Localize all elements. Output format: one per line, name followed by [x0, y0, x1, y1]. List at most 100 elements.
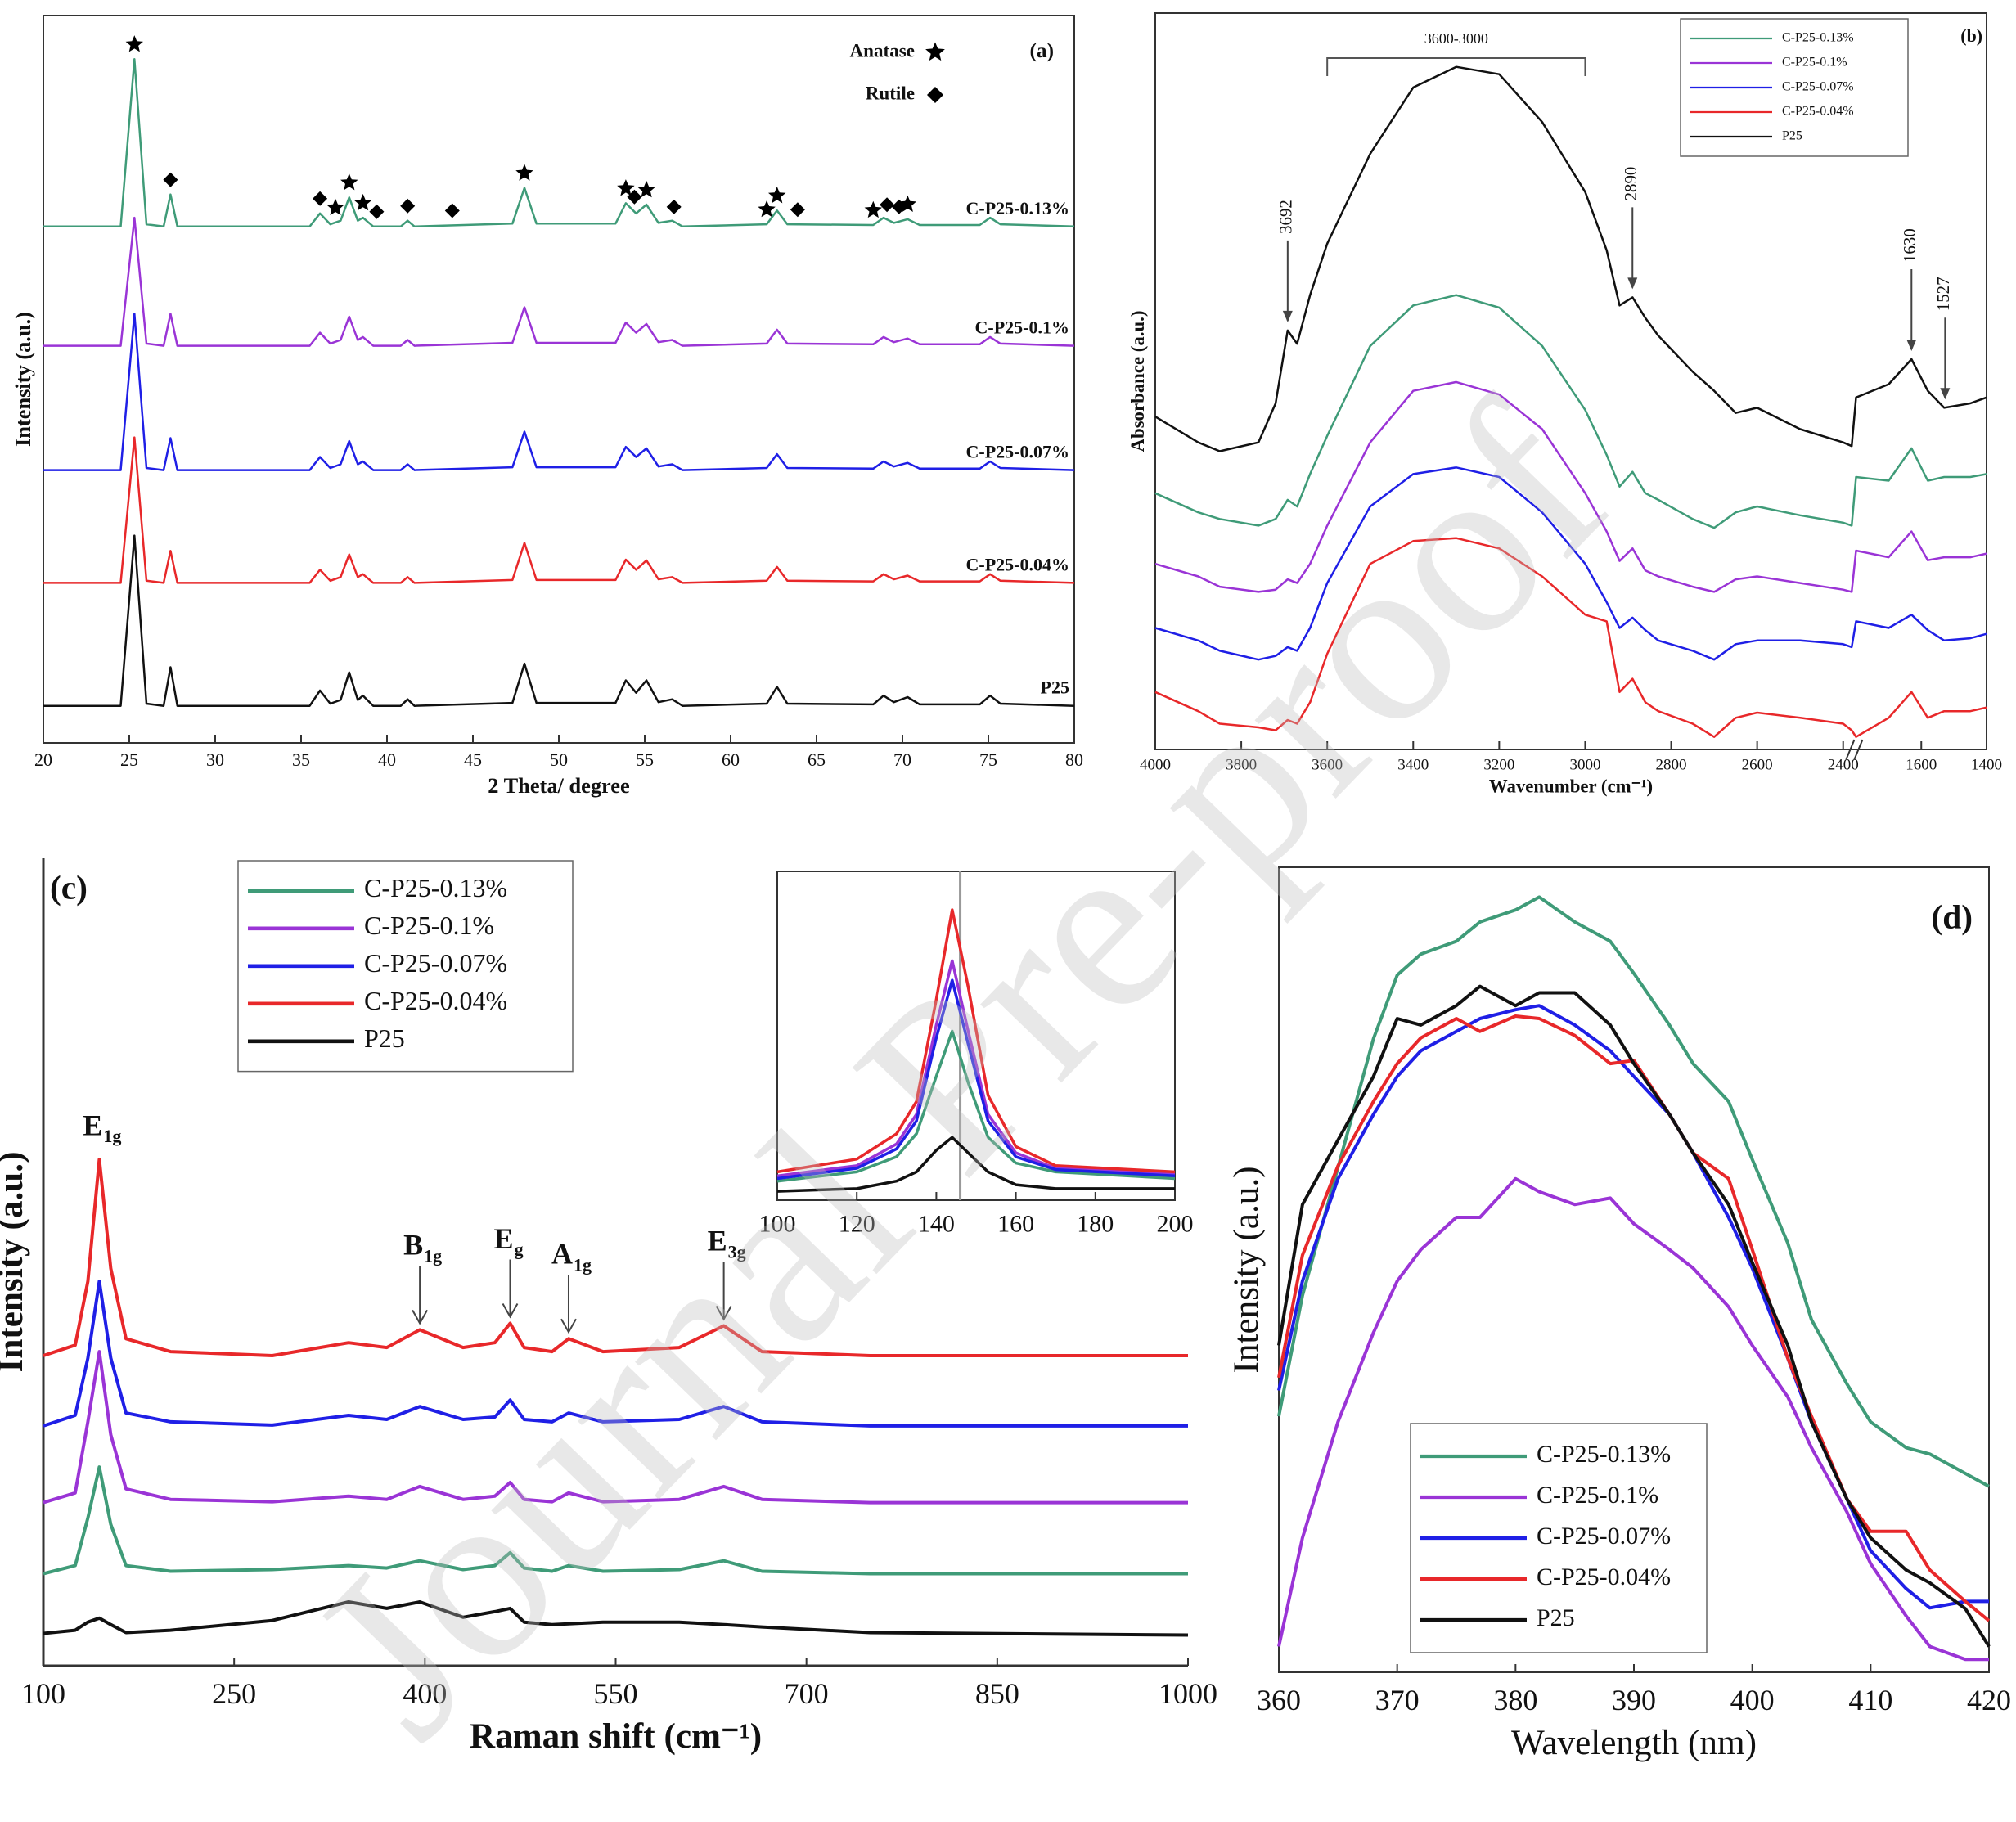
x-tick-label: 2800 [1656, 756, 1687, 773]
diamond-marker [444, 203, 460, 218]
arrow-head [1906, 340, 1917, 351]
legend-label: C-P25-0.07% [364, 948, 507, 978]
series-label: C-P25-0.1% [975, 317, 1069, 338]
x-tick-label: 2400 [1828, 756, 1859, 773]
series-line [43, 58, 1075, 228]
star-marker [925, 42, 945, 61]
series-label: C-P25-0.04% [966, 554, 1069, 574]
arrow-head [715, 1305, 732, 1321]
series-line [776, 978, 1176, 1181]
diamond-marker [927, 87, 943, 103]
legend-label: C-P25-0.04% [1782, 105, 1854, 119]
x-tick-label: 80 [1065, 749, 1083, 770]
legend-label: P25 [1537, 1604, 1575, 1631]
series-line [1154, 65, 1987, 452]
diamond-marker [313, 191, 328, 206]
x-tick-label: 1600 [1906, 756, 1937, 773]
peak-label: 3692 [1276, 200, 1296, 234]
series-line [1277, 984, 1991, 1648]
x-tick-label: 3000 [1569, 756, 1600, 773]
series-line [43, 1350, 1188, 1505]
band-label: 3600-3000 [1424, 30, 1488, 47]
x-tick-label: 390 [1612, 1684, 1656, 1716]
legend-label: C-P25-0.13% [1537, 1441, 1671, 1468]
legend-label: C-P25-0.07% [1537, 1523, 1671, 1550]
mode-label-subscript: 1g [574, 1254, 592, 1275]
x-tick-label: 140 [918, 1210, 955, 1237]
panel-label: (a) [1030, 39, 1055, 62]
series-line [43, 1158, 1188, 1357]
x-tick-label: 30 [206, 749, 224, 770]
series-line [1154, 294, 1987, 529]
x-tick-label: 180 [1077, 1210, 1114, 1237]
diamond-marker [880, 197, 895, 213]
arrow-head [502, 1303, 519, 1319]
panel-label: (d) [1931, 898, 1973, 937]
x-tick-label: 360 [1257, 1684, 1301, 1716]
x-tick-label: 380 [1493, 1684, 1537, 1716]
mode-label-subscript: 1g [103, 1126, 121, 1146]
x-tick-label: 120 [839, 1210, 875, 1237]
x-axis-label: 2 Theta/ degree [488, 773, 630, 798]
star-marker [758, 200, 776, 218]
x-tick-label: 370 [1375, 1684, 1420, 1716]
diamond-marker [790, 202, 805, 218]
x-tick-label: 100 [21, 1677, 65, 1710]
star-marker [768, 187, 786, 204]
series-label: C-P25-0.07% [966, 442, 1069, 462]
x-axis-label: Wavelength (nm) [1511, 1724, 1757, 1762]
series-line [43, 1465, 1188, 1576]
x-tick-label: 70 [893, 749, 911, 770]
x-tick-label: 40 [378, 749, 396, 770]
series-label: C-P25-0.13% [966, 198, 1069, 218]
x-tick-label: 2600 [1742, 756, 1773, 773]
series-line [1277, 895, 1990, 1488]
chart-panel: 100 250 400 550 700 850 1000 Raman shift (cm⁻¹)… [0, 858, 1217, 1756]
y-axis-label: Intensity (a.u.) [0, 1152, 30, 1373]
y-axis-label: Intensity (a.u.) [11, 312, 35, 447]
legend-label: C-P25-0.07% [1782, 80, 1854, 94]
x-axis-label: Raman shift (cm⁻¹) [470, 1717, 762, 1756]
series-line [43, 313, 1075, 471]
x-tick-label: 65 [808, 749, 826, 770]
y-axis-label: Absorbance (a.u.) [1127, 311, 1148, 452]
mode-label: B [403, 1229, 423, 1262]
arrow-head [1940, 388, 1951, 400]
arrow-head [1282, 310, 1293, 322]
legend-label: C-P25-0.1% [364, 911, 494, 940]
x-tick-label: 60 [722, 749, 740, 770]
y-axis-label: Intensity (a.u.) [1227, 1166, 1266, 1373]
marker-legend-label: Rutile [866, 82, 915, 103]
series-line [1277, 1014, 1991, 1622]
panel-label: (b) [1960, 26, 1982, 46]
x-tick-label: 75 [979, 749, 997, 770]
star-marker [353, 193, 372, 211]
peak-label: 1527 [1933, 277, 1953, 311]
x-tick-label: 4000 [1140, 756, 1171, 773]
x-tick-label: 160 [997, 1210, 1034, 1237]
legend-label: P25 [364, 1023, 405, 1053]
mode-label: A [551, 1238, 573, 1271]
diamond-marker [666, 199, 682, 214]
star-marker [864, 200, 882, 218]
chart-panel: 20 25 30 35 40 45 50 55 60 65 70 75 80 2 Theta/ degre… [11, 15, 1083, 798]
diamond-marker [400, 198, 416, 214]
x-tick-label: 3800 [1226, 756, 1257, 773]
series-line [1154, 537, 1987, 738]
x-tick-label: 3600 [1312, 756, 1343, 773]
x-tick-label: 400 [1730, 1684, 1775, 1716]
star-marker [637, 180, 655, 198]
series-line [43, 216, 1075, 347]
x-tick-label: 1000 [1159, 1677, 1217, 1710]
marker-legend-label: Anatase [849, 39, 915, 61]
series-line [1277, 1004, 1989, 1610]
band-bracket [1326, 57, 1586, 76]
arrow-head [412, 1309, 428, 1325]
series-line [1154, 466, 1987, 661]
series-line [776, 908, 1176, 1174]
x-tick-label: 3200 [1483, 756, 1514, 773]
legend-label: P25 [1782, 129, 1802, 143]
x-tick-label: 850 [975, 1677, 1019, 1710]
